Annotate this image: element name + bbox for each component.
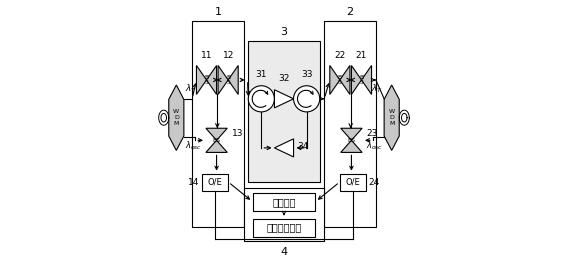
Text: 22: 22: [334, 52, 345, 60]
Polygon shape: [330, 66, 340, 95]
Text: W
D
M: W D M: [173, 109, 179, 126]
Text: O/E: O/E: [345, 178, 360, 186]
Text: B
S: B S: [360, 75, 364, 85]
FancyBboxPatch shape: [253, 219, 315, 237]
Text: 31: 31: [256, 70, 267, 80]
Text: $\lambda_{osc}$: $\lambda_{osc}$: [366, 140, 383, 152]
Text: BS: BS: [212, 138, 220, 143]
Text: B
S: B S: [338, 75, 342, 85]
Polygon shape: [361, 66, 371, 95]
Text: 24: 24: [369, 178, 380, 186]
Text: 14: 14: [188, 178, 199, 186]
Polygon shape: [274, 139, 294, 157]
FancyBboxPatch shape: [244, 188, 324, 241]
Text: $\lambda_T$: $\lambda_T$: [371, 83, 383, 95]
Text: 12: 12: [223, 52, 234, 60]
Polygon shape: [274, 90, 294, 108]
FancyBboxPatch shape: [324, 21, 376, 227]
Polygon shape: [341, 128, 362, 140]
Text: 34: 34: [297, 142, 309, 151]
FancyBboxPatch shape: [192, 21, 244, 227]
Polygon shape: [169, 85, 184, 150]
FancyBboxPatch shape: [248, 41, 320, 182]
Text: $\lambda_{osc}$: $\lambda_{osc}$: [185, 140, 202, 152]
Text: 11: 11: [201, 52, 212, 60]
Text: W
D
M: W D M: [389, 109, 395, 126]
Polygon shape: [384, 85, 399, 150]
Text: 23: 23: [367, 129, 378, 138]
Text: 21: 21: [356, 52, 367, 60]
FancyBboxPatch shape: [340, 174, 366, 191]
Polygon shape: [218, 66, 228, 95]
Text: B
S: B S: [226, 75, 230, 85]
Polygon shape: [207, 66, 216, 95]
Polygon shape: [228, 66, 238, 95]
Text: 33: 33: [301, 70, 312, 80]
Text: 4: 4: [281, 247, 287, 257]
Polygon shape: [206, 128, 227, 140]
Circle shape: [248, 86, 274, 112]
Polygon shape: [341, 140, 362, 152]
Text: O/E: O/E: [208, 178, 223, 186]
Text: 32: 32: [278, 75, 290, 83]
Circle shape: [294, 86, 320, 112]
Polygon shape: [206, 140, 227, 152]
Polygon shape: [352, 66, 361, 95]
Text: BS: BS: [348, 138, 356, 143]
FancyBboxPatch shape: [253, 193, 315, 211]
Text: 3: 3: [281, 27, 287, 37]
Text: 监测数据处理: 监测数据处理: [266, 223, 302, 233]
Text: $\lambda_T$: $\lambda_T$: [185, 83, 197, 95]
Text: 13: 13: [232, 129, 243, 138]
Text: 2: 2: [346, 7, 354, 17]
Polygon shape: [340, 66, 350, 95]
Text: 1: 1: [215, 7, 222, 17]
Text: 时延测量: 时延测量: [272, 197, 296, 207]
Polygon shape: [197, 66, 207, 95]
FancyBboxPatch shape: [202, 174, 228, 191]
Text: B
S: B S: [204, 75, 208, 85]
